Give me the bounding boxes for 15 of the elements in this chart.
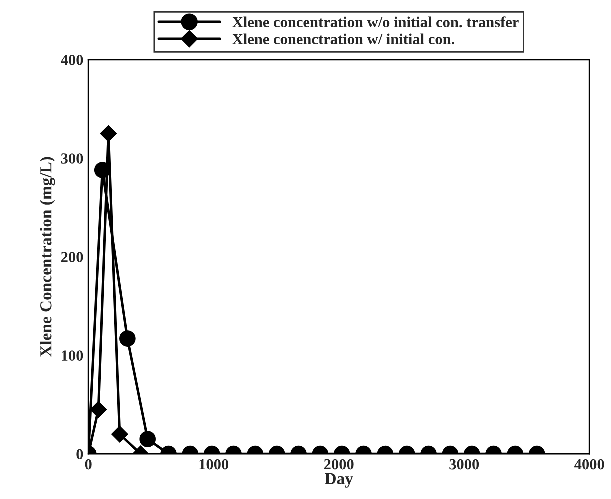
y-tick-label: 200 — [61, 252, 84, 262]
x-tick-label: 4000 — [574, 459, 604, 470]
y-tick-label: 400 — [61, 55, 84, 66]
x-tick-label: 2000 — [324, 459, 354, 470]
y-tick-label: 100 — [62, 350, 84, 361]
y-tick-label: 300 — [61, 154, 84, 164]
legend-label: Xlene concentration w/o initial con. transfer — [232, 16, 519, 28]
y-tick-label: 0 — [76, 449, 84, 460]
y-axis-title: Xlene Concentration (mg/L) — [40, 157, 56, 358]
x-tick-label: 3000 — [450, 459, 480, 470]
legend-label: Xlene conenctration w/ initial con. — [232, 34, 454, 45]
point — [100, 125, 118, 142]
x-axis-title: Day — [325, 473, 354, 488]
x-tick-label: 0 — [85, 459, 92, 470]
x-tick-label: 1000 — [200, 459, 229, 470]
